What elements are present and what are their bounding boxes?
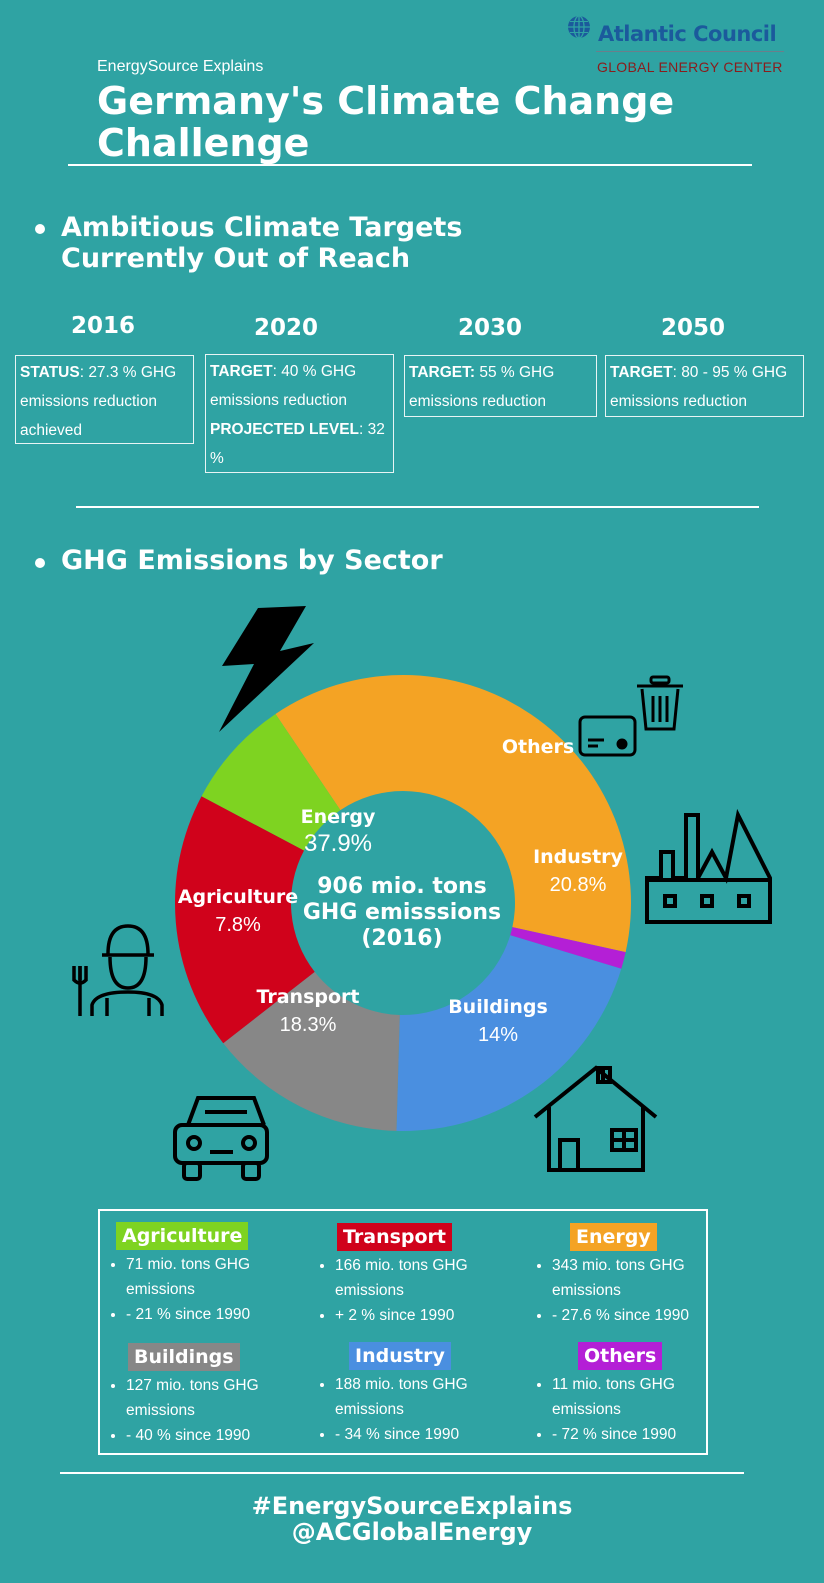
donut-segment-energy bbox=[275, 675, 631, 953]
footer-hashtag: #EnergySourceExplains bbox=[251, 1492, 573, 1520]
segment-value-agriculture: 7.8% bbox=[215, 914, 261, 936]
legend-line: - 72 % since 1990 bbox=[552, 1422, 722, 1447]
sector-section-title: GHG Emissions by Sector bbox=[61, 545, 443, 576]
donut-segment-transport bbox=[174, 796, 315, 1044]
legend-line: + 2 % since 1990 bbox=[335, 1303, 505, 1328]
section-divider bbox=[76, 506, 759, 508]
legend-tag-industry: Industry bbox=[349, 1342, 451, 1370]
legend-tag-energy: Energy bbox=[570, 1223, 657, 1251]
center-text-line3: (2016) bbox=[361, 926, 442, 951]
targets-title-line2: Currently Out of Reach bbox=[61, 243, 411, 274]
legend-transport: Transport 166 mio. tons GHG emissions + … bbox=[315, 1223, 505, 1328]
legend-line: - 34 % since 1990 bbox=[335, 1422, 505, 1447]
center-text-line2: GHG emisssions bbox=[303, 900, 501, 925]
targets-section-title: Ambitious Climate Targets Currently Out … bbox=[61, 212, 462, 274]
segment-value-energy: 37.9% bbox=[304, 830, 372, 857]
segment-value-buildings: 14% bbox=[478, 1024, 518, 1046]
section-bullet bbox=[35, 558, 45, 568]
legend-others: Others 11 mio. tons GHG emissions - 72 %… bbox=[532, 1342, 722, 1447]
car-icon bbox=[173, 1096, 269, 1181]
footer: #EnergySourceExplains @ACGlobalEnergy bbox=[0, 1493, 824, 1545]
donut-segment-agriculture bbox=[201, 713, 341, 851]
legend-line: 188 mio. tons GHG emissions bbox=[335, 1372, 505, 1422]
target-box-2016: STATUS: 27.3 % GHG emissions reduction a… bbox=[15, 355, 194, 444]
donut-segment-buildings bbox=[223, 971, 400, 1131]
house-icon bbox=[533, 1065, 658, 1172]
year-2020: 2020 bbox=[254, 315, 319, 341]
legend-tag-others: Others bbox=[578, 1342, 663, 1370]
legend-tag-transport: Transport bbox=[337, 1223, 453, 1251]
legend-line: - 27.6 % since 1990 bbox=[552, 1303, 722, 1328]
year-2016: 2016 bbox=[71, 313, 136, 339]
donut-segments bbox=[174, 675, 631, 1132]
page-title: Germany's Climate Change Challenge bbox=[97, 79, 675, 165]
target-label: TARGET bbox=[610, 364, 673, 381]
projected-label: PROJECTED LEVEL bbox=[210, 421, 359, 438]
legend-industry: Industry 188 mio. tons GHG emissions - 3… bbox=[315, 1342, 505, 1447]
legend-agriculture: Agriculture 71 mio. tons GHG emissions -… bbox=[106, 1222, 296, 1327]
atlantic-council-logo bbox=[566, 14, 786, 76]
globe-icon bbox=[568, 15, 590, 39]
header-divider bbox=[68, 164, 752, 166]
segment-value-transport: 18.3% bbox=[280, 1014, 337, 1036]
legend-buildings: Buildings 127 mio. tons GHG emissions - … bbox=[106, 1343, 296, 1448]
segment-label-agriculture: Agriculture bbox=[178, 886, 298, 908]
legend-line: 127 mio. tons GHG emissions bbox=[126, 1373, 296, 1423]
segment-label-industry: Industry bbox=[533, 846, 623, 868]
legend-energy: Energy 343 mio. tons GHG emissions - 27.… bbox=[532, 1223, 722, 1328]
footer-divider bbox=[60, 1472, 744, 1474]
legend-line: - 21 % since 1990 bbox=[126, 1302, 296, 1327]
target-box-2030: TARGET: 55 % GHG emissions reduction bbox=[404, 355, 597, 417]
target-text: : 80 - 95 % GHG emissions reduction bbox=[610, 364, 788, 410]
section-bullet bbox=[35, 224, 45, 234]
status-text: : 27.3 % GHG emissions reduction achieve… bbox=[20, 364, 177, 439]
logo-subtitle: GLOBAL ENERGY CENTER bbox=[597, 59, 783, 75]
legend-line: 166 mio. tons GHG emissions bbox=[335, 1253, 505, 1303]
sector-legend-box: Agriculture 71 mio. tons GHG emissions -… bbox=[98, 1209, 708, 1455]
donut-segment-industry bbox=[396, 935, 622, 1132]
footer-handle: @ACGlobalEnergy bbox=[291, 1518, 533, 1546]
projected-text: : 32 % bbox=[210, 421, 385, 467]
year-2030: 2030 bbox=[458, 315, 523, 341]
lightning-icon bbox=[219, 606, 314, 732]
targets-title-line1: Ambitious Climate Targets bbox=[61, 212, 463, 243]
segment-label-energy: Energy bbox=[301, 806, 376, 828]
target-label: TARGET: bbox=[409, 364, 476, 381]
legend-line: - 40 % since 1990 bbox=[126, 1423, 296, 1448]
target-label: TARGET bbox=[210, 363, 273, 380]
segment-value-industry: 20.8% bbox=[550, 874, 607, 896]
factory-icon bbox=[645, 808, 772, 924]
year-2050: 2050 bbox=[661, 315, 726, 341]
segment-label-buildings: Buildings bbox=[448, 996, 548, 1018]
logo-divider bbox=[596, 51, 784, 52]
series-kicker: EnergySource Explains bbox=[97, 58, 264, 75]
center-text-line1: 906 mio. tons bbox=[317, 874, 487, 899]
status-label: STATUS bbox=[20, 364, 80, 381]
target-text: 55 % GHG emissions reduction bbox=[409, 364, 555, 410]
target-box-2020: TARGET: 40 % GHG emissions reduction PRO… bbox=[205, 354, 394, 473]
legend-line: 343 mio. tons GHG emissions bbox=[552, 1253, 722, 1303]
target-box-2050: TARGET: 80 - 95 % GHG emissions reductio… bbox=[605, 355, 804, 417]
legend-line: 11 mio. tons GHG emissions bbox=[552, 1372, 722, 1422]
target-text: : 40 % GHG emissions reduction bbox=[210, 363, 357, 409]
legend-tag-buildings: Buildings bbox=[128, 1343, 240, 1371]
trash-can-icon bbox=[637, 675, 683, 731]
card-icon bbox=[578, 715, 637, 757]
logo-name: Atlantic Council bbox=[598, 22, 777, 46]
legend-tag-agriculture: Agriculture bbox=[116, 1222, 249, 1250]
donut-segment-others bbox=[510, 927, 626, 969]
legend-line: 71 mio. tons GHG emissions bbox=[126, 1252, 296, 1302]
segment-label-others: Others bbox=[502, 736, 574, 758]
segment-label-transport: Transport bbox=[256, 986, 359, 1008]
farmer-icon bbox=[72, 924, 164, 1016]
